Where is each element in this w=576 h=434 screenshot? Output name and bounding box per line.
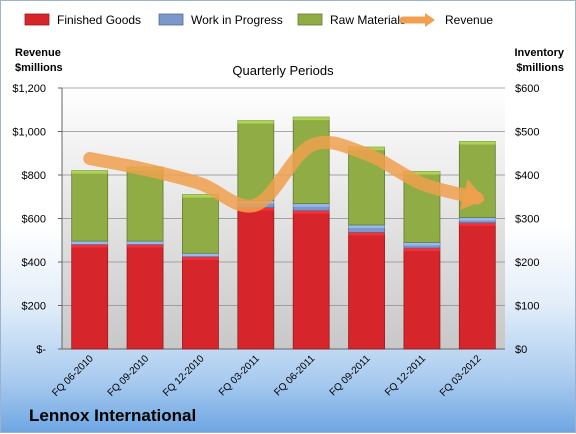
bar-raw-materials — [71, 170, 109, 242]
bar-raw-materials — [182, 194, 219, 254]
bar-cap — [182, 194, 219, 198]
left-axis-title-line2: $millions — [15, 62, 63, 74]
legend-label-raw-materials: Raw Materials — [330, 13, 406, 27]
bar-cap — [293, 210, 330, 214]
bar-cap — [71, 241, 108, 245]
bar-cap — [182, 256, 219, 260]
right-tick-label: $100 — [515, 301, 539, 313]
legend-swatch-finished-goods — [24, 13, 50, 26]
legend-swatch-raw-materials — [297, 13, 323, 26]
x-tick-label: FQ 03-2011 — [217, 353, 262, 398]
x-tick-label: FQ 12-2011 — [383, 353, 428, 398]
left-tick-label: $1,000 — [12, 127, 46, 139]
legend-label-work-in-progress: Work in Progress — [191, 13, 283, 27]
right-tick-label: $0 — [515, 344, 527, 356]
bar-cap — [127, 244, 164, 248]
left-tick-label: $- — [36, 344, 46, 356]
bar-finished-goods — [182, 256, 219, 350]
bar-cap — [293, 203, 330, 207]
left-axis-title-line1: Revenue — [15, 47, 61, 59]
right-tick-label: $500 — [515, 127, 539, 139]
left-tick-label: $600 — [22, 214, 46, 226]
right-axis-title-line2: $millions — [516, 62, 564, 74]
company-name: Lennox International — [29, 406, 197, 425]
bar-cap — [293, 117, 330, 121]
bar-raw-materials — [237, 120, 275, 202]
x-tick-label: FQ 09-2011 — [328, 353, 373, 398]
bar-finished-goods — [458, 222, 496, 350]
bar-cap — [459, 217, 496, 221]
left-tick-label: $1,200 — [12, 83, 46, 95]
bar-finished-goods — [237, 207, 275, 350]
bar-cap — [403, 248, 440, 252]
bar-cap — [71, 244, 108, 248]
revenue-arrowhead — [459, 179, 486, 211]
bar-finished-goods — [126, 244, 164, 350]
bar-cap — [348, 232, 385, 236]
right-tick-label: $400 — [515, 170, 539, 182]
legend-label-finished-goods: Finished Goods — [57, 13, 141, 27]
left-tick-label: $200 — [22, 301, 46, 313]
bar-cap — [459, 141, 496, 145]
left-tick-label: $400 — [22, 257, 46, 269]
legend-swatch-work-in-progress — [158, 13, 184, 26]
bar-finished-goods — [292, 210, 330, 350]
bar-finished-goods — [71, 244, 109, 350]
x-tick-label: FQ 12-2010 — [161, 353, 207, 399]
bar-cap — [71, 170, 108, 174]
x-tick-label: FQ 09-2010 — [106, 353, 152, 399]
chart-title: Quarterly Periods — [232, 63, 334, 78]
bar-finished-goods — [403, 247, 441, 350]
bar-cap — [127, 241, 164, 245]
legend-arrow-revenue — [425, 13, 435, 27]
right-tick-label: $600 — [515, 83, 539, 95]
right-tick-label: $300 — [515, 214, 539, 226]
bar-finished-goods — [348, 232, 385, 350]
bar-cap — [459, 222, 496, 226]
legend-label-revenue: Revenue — [445, 13, 493, 27]
revenue-line — [83, 135, 484, 213]
x-tick-label: FQ 03-2012 — [438, 353, 484, 399]
left-tick-label: $800 — [22, 170, 46, 182]
right-axis-title-line1: Inventory — [514, 47, 564, 59]
bar-cap — [237, 120, 274, 124]
x-tick-label: FQ 06-2010 — [50, 353, 96, 399]
bar-cap — [182, 253, 219, 257]
right-tick-label: $200 — [515, 257, 539, 269]
bar-cap — [348, 225, 385, 229]
bar-cap — [403, 242, 440, 246]
x-tick-label: FQ 06-2011 — [272, 353, 317, 398]
bar-cap — [403, 171, 440, 175]
